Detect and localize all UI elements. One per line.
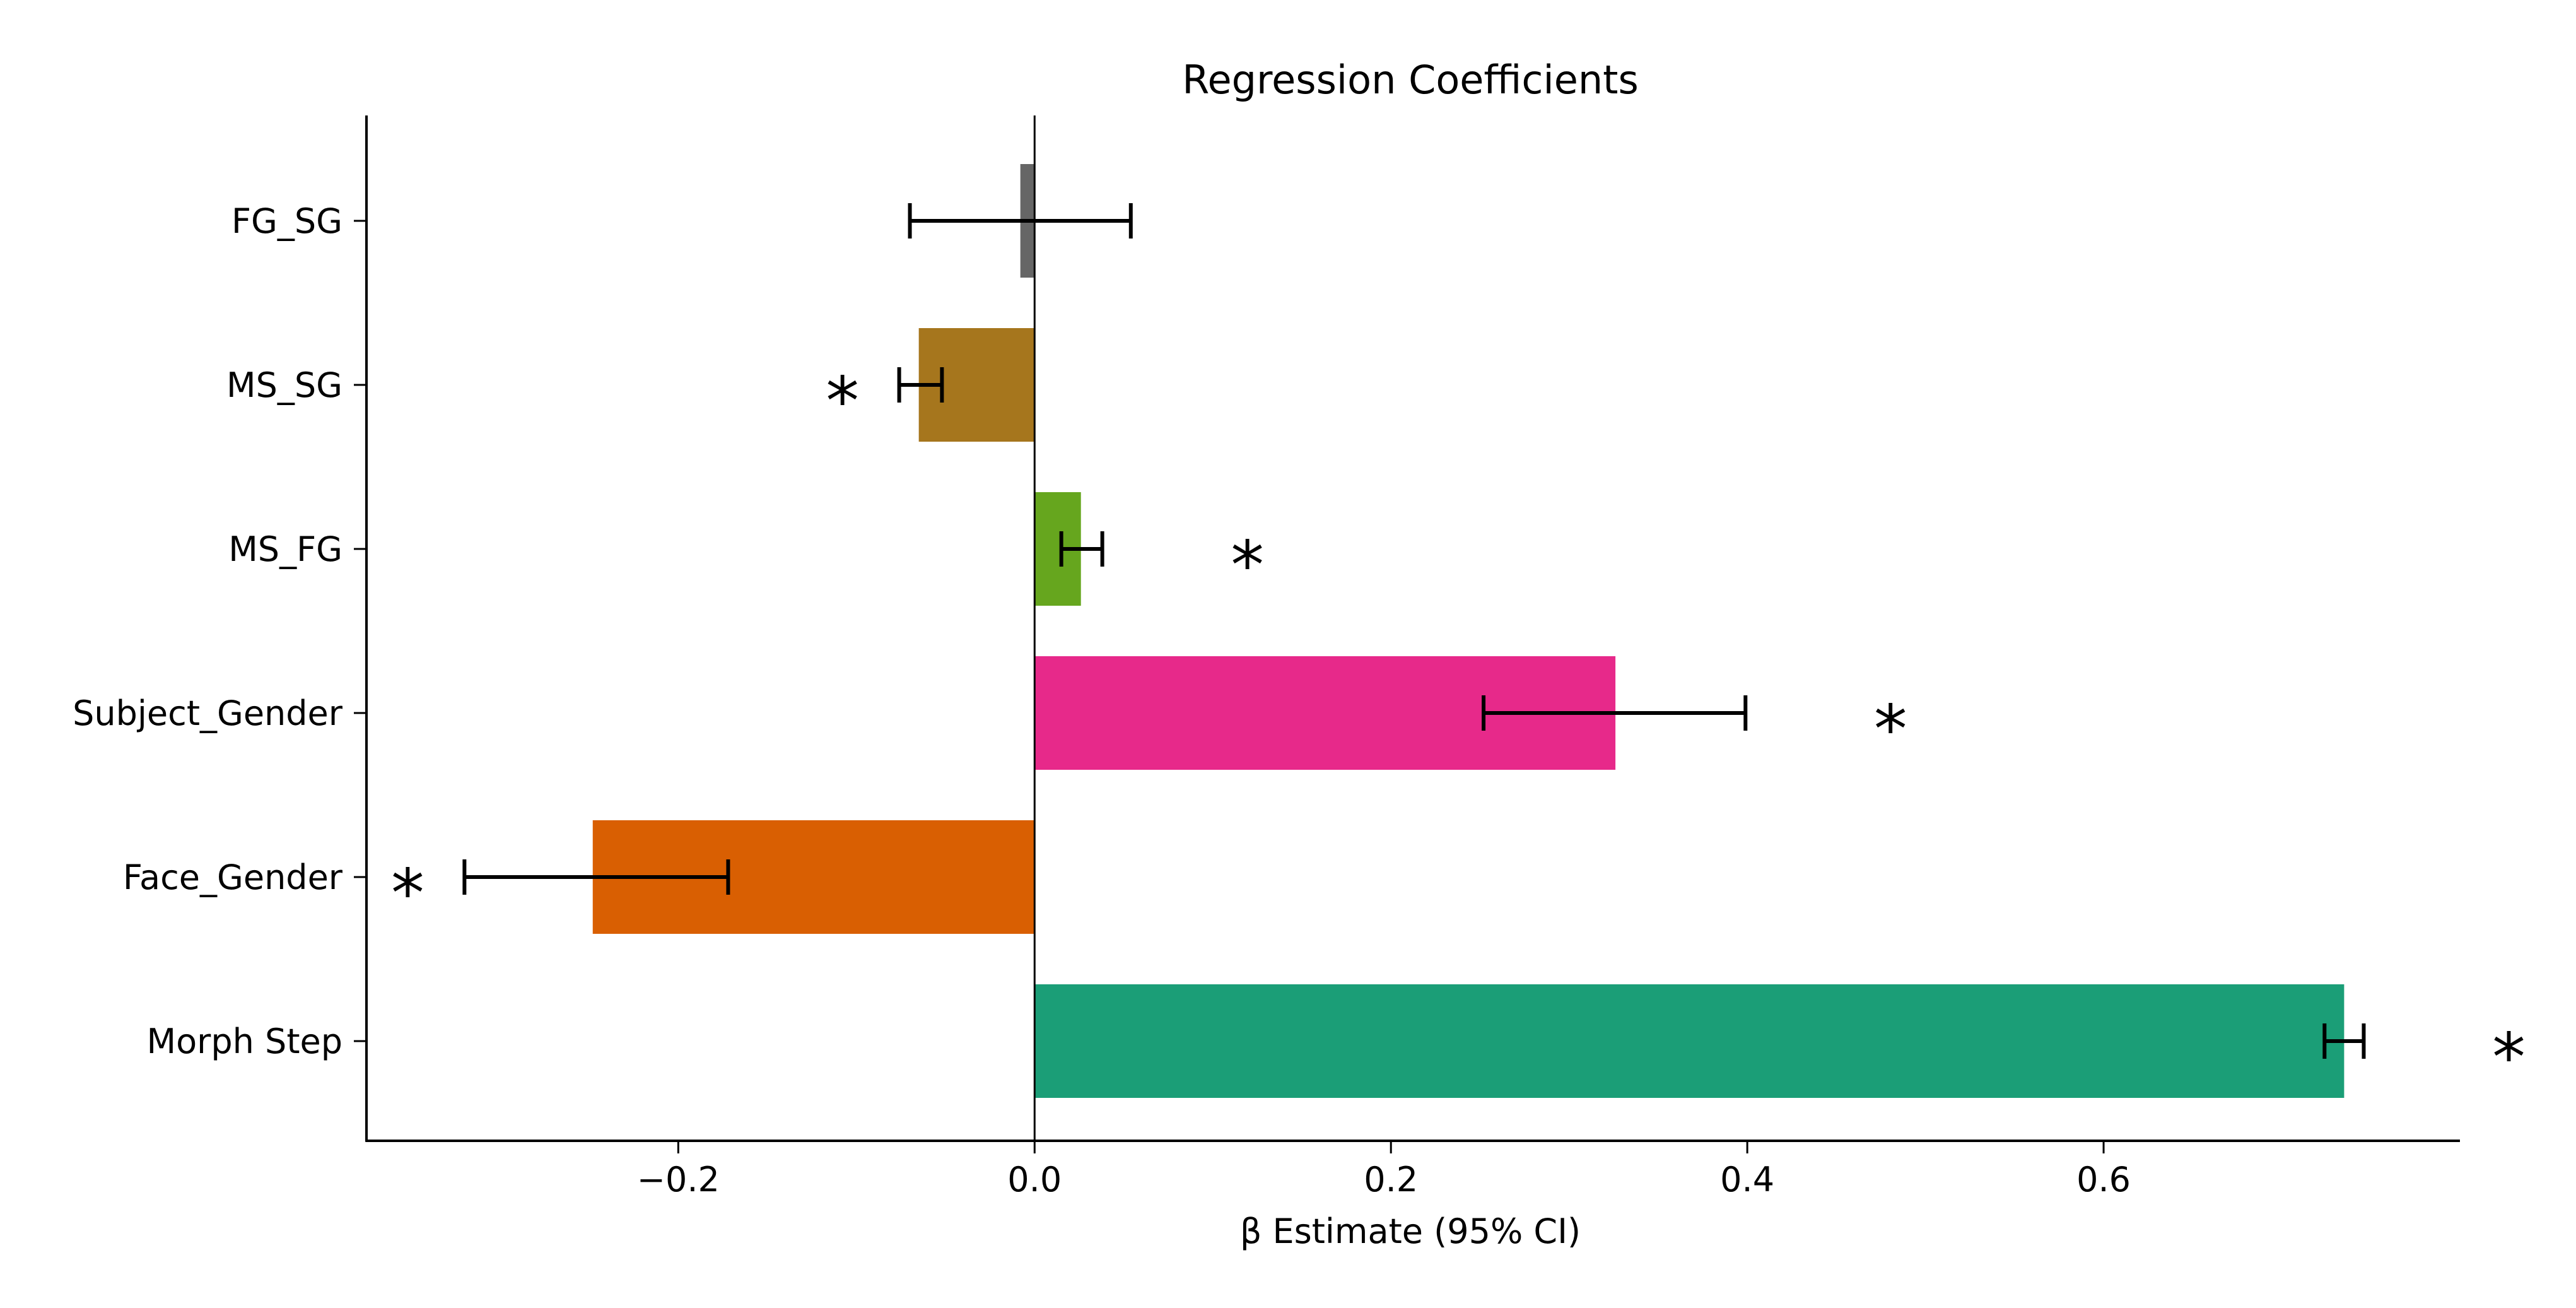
x-tick-label-3: 0.4	[1720, 1160, 1774, 1199]
significance-marker-ms-fg: *	[1231, 527, 1264, 604]
x-tick-label-1: 0.0	[1007, 1160, 1062, 1199]
y-tick-label-fg-sg: FG_SG	[231, 201, 342, 241]
significance-marker-face-gender: *	[391, 855, 424, 932]
significance-marker-ms-sg: *	[826, 363, 859, 440]
x-tick-label-4: 0.6	[2076, 1160, 2131, 1199]
chart-title: Regression Coefficients	[1182, 57, 1639, 103]
y-tick-label-morph-step: Morph Step	[147, 1022, 342, 1061]
significance-marker-subject-gender: *	[1874, 691, 1907, 768]
x-tick-label-2: 0.2	[1364, 1160, 1418, 1199]
plot-area: * * * * * FG_SG MS_SG MS_FG Subject_Gender Face_G…	[73, 115, 2526, 1199]
significance-marker-morph-step: *	[2492, 1019, 2526, 1096]
bar-morph-step	[1034, 984, 2345, 1098]
x-tick-label-0: −0.2	[637, 1160, 720, 1199]
y-tick-label-ms-sg: MS_SG	[226, 365, 342, 405]
x-axis-label: β Estimate (95% CI)	[1240, 1211, 1581, 1251]
y-tick-label-subject-gender: Subject_Gender	[73, 693, 343, 733]
y-tick-label-face-gender: Face_Gender	[123, 857, 343, 897]
y-tick-label-ms-fg: MS_FG	[228, 529, 342, 569]
